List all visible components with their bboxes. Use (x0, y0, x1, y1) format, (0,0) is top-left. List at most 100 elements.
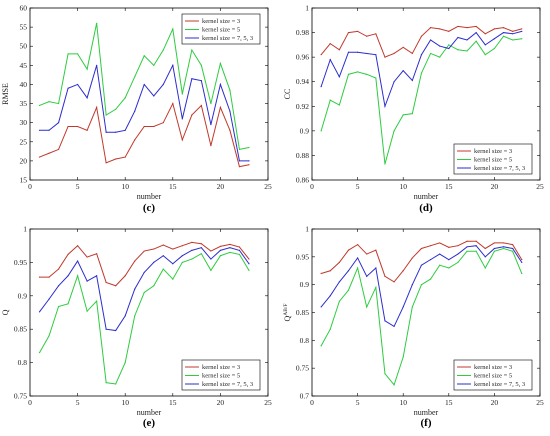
data-point (210, 123, 212, 126)
data-point (77, 83, 79, 86)
data-point (191, 78, 193, 80)
panel-label: (e) (143, 417, 156, 429)
y-tick-label: 0.8 (18, 358, 28, 367)
plot-frame (311, 7, 541, 181)
data-point (181, 118, 183, 120)
data-point (86, 129, 88, 131)
data-point (466, 250, 468, 252)
data-point (172, 248, 174, 250)
data-point (429, 278, 432, 280)
y-tick-label: 15 (20, 176, 28, 185)
x-tick-label: 15 (445, 182, 453, 191)
data-point (219, 255, 221, 257)
data-point (329, 99, 331, 101)
data-point (238, 160, 241, 162)
data-point (57, 148, 60, 151)
data-point (191, 258, 193, 260)
data-point (439, 253, 441, 255)
data-point (475, 240, 477, 242)
data-point (521, 28, 523, 30)
data-point (134, 76, 136, 78)
legend-label: kernel size = 3 (202, 18, 240, 25)
x-tick-label: 20 (491, 182, 499, 191)
data-point (67, 125, 69, 128)
data-point (357, 257, 359, 259)
data-point (38, 156, 41, 158)
data-point (153, 261, 155, 263)
data-point (502, 247, 505, 250)
data-point (484, 256, 486, 258)
data-point (77, 275, 79, 277)
data-point (124, 362, 126, 364)
data-point (411, 52, 413, 55)
data-point (124, 315, 126, 317)
data-point (502, 246, 505, 248)
data-point (191, 249, 193, 251)
data-point (375, 249, 377, 251)
data-point (457, 49, 459, 51)
data-point (210, 250, 212, 252)
data-point (457, 36, 459, 39)
data-point (384, 275, 386, 277)
data-point (124, 97, 126, 99)
data-point (115, 158, 117, 160)
chart-panel-f: 0 5 10 15 20 25 0.7 0.75 0.8 0.85 0.9 0.95 1 number QA… (283, 225, 544, 430)
legend-label: kernel size = 5 (202, 27, 240, 34)
data-point (429, 52, 432, 55)
data-point (115, 285, 117, 287)
data-point (393, 325, 395, 328)
data-point (200, 80, 202, 82)
data-point (77, 260, 79, 262)
data-point (162, 49, 164, 51)
x-tick-label: 0 (310, 398, 314, 407)
data-point (402, 70, 404, 72)
data-point (105, 114, 107, 116)
x-tick-label: 5 (76, 398, 80, 407)
series-line-1 (39, 102, 250, 168)
data-point (248, 258, 250, 260)
legend-label: kernel size = 5 (474, 157, 512, 164)
x-tick-label: 20 (217, 398, 225, 407)
data-point (457, 25, 459, 28)
data-point (48, 129, 50, 131)
data-point (134, 110, 136, 112)
y-tick-label: 20 (20, 156, 28, 165)
data-point (357, 243, 359, 246)
data-point (466, 27, 468, 29)
data-point (229, 247, 231, 249)
data-point (143, 291, 145, 294)
data-point (366, 52, 368, 55)
data-point (521, 259, 523, 261)
data-point (320, 86, 322, 88)
data-point (493, 28, 495, 30)
data-point (475, 31, 477, 34)
data-point (466, 240, 468, 242)
data-point (329, 59, 331, 61)
data-point (191, 241, 193, 243)
data-point (38, 351, 41, 354)
data-point (429, 27, 432, 29)
data-point (329, 270, 331, 272)
data-point (439, 45, 441, 47)
data-point (429, 259, 432, 261)
y-tick-label: 40 (20, 80, 28, 89)
data-point (153, 95, 155, 97)
data-point (172, 28, 174, 30)
data-point (357, 71, 359, 73)
data-point (448, 259, 450, 261)
panel-label: (c) (143, 202, 156, 214)
data-point (521, 30, 523, 32)
y-tick-label: 0.75 (296, 364, 309, 373)
data-point (420, 264, 423, 266)
data-point (448, 47, 450, 50)
data-point (38, 129, 41, 131)
y-tick-label: 0.88 (296, 151, 309, 160)
data-point (338, 300, 340, 302)
data-point (457, 245, 459, 247)
data-point (153, 285, 155, 287)
data-point (200, 64, 202, 66)
data-point (219, 245, 221, 247)
x-tick-label: 15 (169, 398, 177, 407)
data-point (77, 125, 79, 128)
